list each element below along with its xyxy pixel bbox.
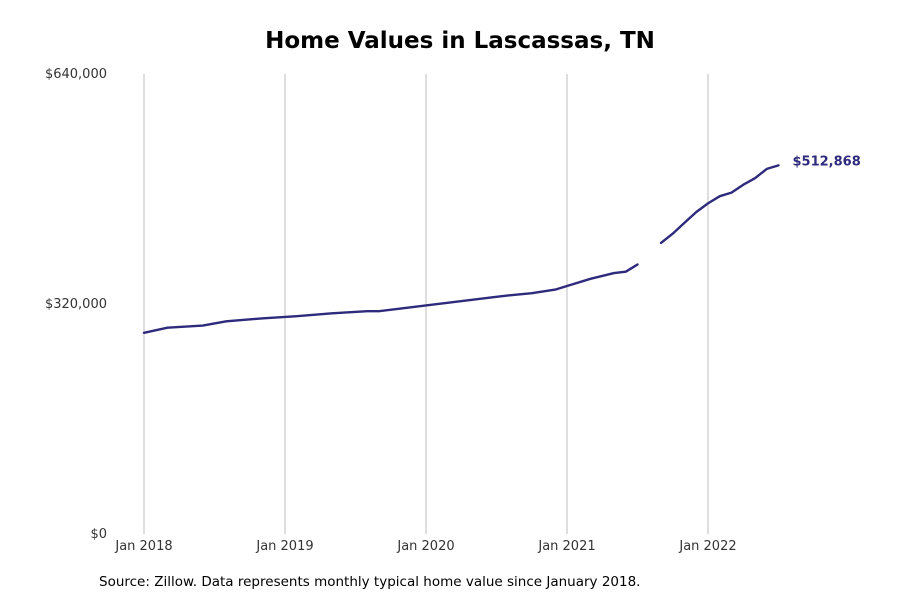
end-value-label: $512,868 [793,154,861,169]
chart-title: Home Values in Lascassas, TN [265,28,655,54]
x-tick-label: Jan 2018 [114,539,172,554]
series-lines [142,164,780,334]
end-value-label-group: $512,868 [793,154,861,169]
vertical-gridlines [143,74,709,534]
x-tick-label: Jan 2021 [537,539,595,554]
y-tick-label: $320,000 [45,297,107,312]
y-axis-tick-labels: $0 $320,000 $640,000 [45,67,107,542]
y-tick-label: $640,000 [45,67,107,82]
series-line-segment-0 [142,263,639,334]
x-tick-label: Jan 2022 [678,539,736,554]
x-tick-label: Jan 2019 [255,539,313,554]
x-axis-tick-labels: Jan 2018 Jan 2019 Jan 2020 Jan 2021 Jan 2022 [114,539,736,554]
y-tick-label: $0 [90,527,107,542]
source-note: Source: Zillow. Data represents monthly … [99,574,641,590]
x-tick-label: Jan 2020 [396,539,454,554]
series-line-segment-1 [659,164,780,245]
